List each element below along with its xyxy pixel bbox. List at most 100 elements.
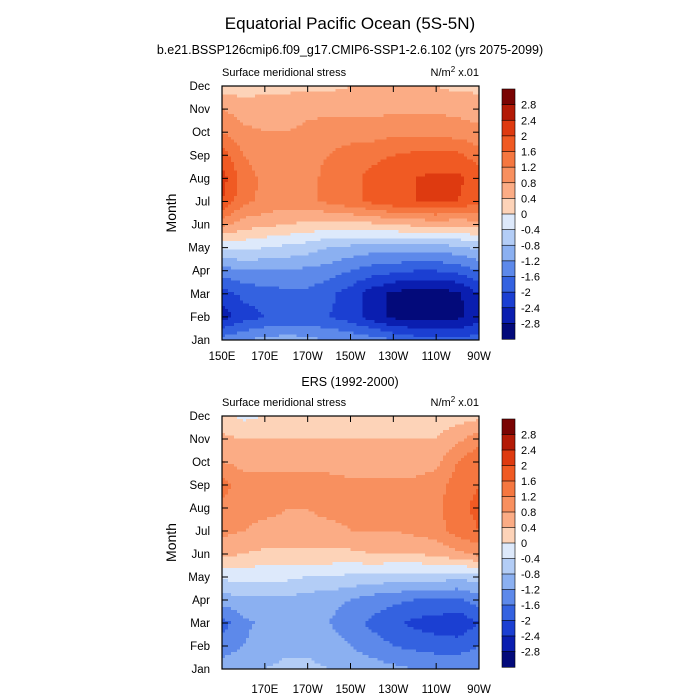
contour-cell xyxy=(449,91,453,96)
contour-cell xyxy=(362,213,367,217)
contour-cell xyxy=(332,91,337,96)
contour-cell xyxy=(359,170,364,175)
contour-cell xyxy=(236,133,241,138)
contour-cell xyxy=(395,159,399,163)
contour-cell xyxy=(257,176,262,180)
contour-cell xyxy=(272,246,277,251)
contour-cell xyxy=(431,227,435,231)
contour-cell xyxy=(395,148,399,152)
contour-cell xyxy=(296,184,301,189)
contour-cell xyxy=(437,241,441,245)
contour-cell xyxy=(266,100,271,104)
contour-cell xyxy=(251,235,256,239)
contour-cell xyxy=(416,142,420,146)
contour-cell xyxy=(374,94,378,98)
contour-cell xyxy=(293,111,298,115)
contour-cell xyxy=(335,136,340,141)
contour-cell xyxy=(284,111,289,115)
contour-cell xyxy=(287,119,292,124)
contour-cell xyxy=(395,238,399,242)
contour-cell xyxy=(437,119,441,124)
contour-cell xyxy=(278,232,283,237)
contour-cell xyxy=(425,229,429,234)
contour-cell xyxy=(476,142,480,146)
contour-cell xyxy=(302,105,307,110)
contour-cell xyxy=(314,235,319,239)
contour-cell xyxy=(284,102,289,107)
contour-cell xyxy=(449,215,453,220)
contour-cell xyxy=(353,196,358,200)
contour-cell xyxy=(467,94,471,98)
contour-cell xyxy=(467,139,471,144)
contour-cell xyxy=(425,210,429,214)
contour-cell xyxy=(431,193,435,197)
contour-cell xyxy=(449,241,453,245)
contour-cell xyxy=(302,213,307,217)
contour-cell xyxy=(332,142,337,146)
contour-cell xyxy=(272,244,277,248)
contour-cell xyxy=(251,128,256,132)
contour-cell xyxy=(461,142,465,146)
contour-cell xyxy=(353,193,358,197)
contour-cell xyxy=(293,170,298,175)
contour-cell xyxy=(281,97,286,101)
contour-cell xyxy=(239,232,244,237)
contour-cell xyxy=(389,173,393,177)
contour-cell xyxy=(326,86,331,90)
contour-cell xyxy=(422,139,426,144)
contour-cell xyxy=(224,133,229,138)
contour-cell xyxy=(239,167,244,172)
contour-cell xyxy=(386,122,390,127)
contour-cell xyxy=(428,213,432,217)
contour-cell xyxy=(281,190,286,194)
contour-cell xyxy=(470,204,474,208)
contour-cell xyxy=(362,238,367,242)
contour-cell xyxy=(401,167,405,172)
contour-cell xyxy=(275,176,280,180)
contour-cell xyxy=(251,86,256,90)
contour-cell xyxy=(467,148,471,152)
contour-cell xyxy=(431,102,435,107)
contour-cell xyxy=(422,86,426,90)
contour-cell xyxy=(476,210,480,214)
contour-cell xyxy=(269,142,274,146)
contour-cell xyxy=(461,119,465,124)
contour-cell xyxy=(281,125,286,129)
contour-cell xyxy=(326,241,331,245)
contour-cell xyxy=(455,145,459,149)
contour-cell xyxy=(266,241,271,245)
contour-cell xyxy=(437,105,441,110)
contour-cell xyxy=(401,229,405,234)
contour-cell xyxy=(467,153,471,158)
contour-cell xyxy=(461,246,465,251)
contour-cell xyxy=(446,176,450,180)
contour-cell xyxy=(362,227,367,231)
contour-cell xyxy=(245,196,250,200)
contour-cell xyxy=(293,196,298,200)
contour-cell xyxy=(266,210,271,214)
contour-cell xyxy=(353,229,358,234)
contour-cell xyxy=(377,196,381,200)
contour-cell xyxy=(476,139,480,144)
contour-cell xyxy=(227,167,232,172)
contour-cell xyxy=(227,193,232,197)
contour-cell xyxy=(437,213,441,217)
contour-cell xyxy=(359,227,364,231)
contour-cell xyxy=(476,145,480,149)
contour-cell xyxy=(233,88,238,93)
contour-cell xyxy=(410,117,414,121)
contour-cell xyxy=(368,244,373,248)
contour-cell xyxy=(347,210,352,214)
contour-cell xyxy=(332,150,337,155)
contour-cell xyxy=(464,229,468,234)
contour-cell xyxy=(338,97,343,101)
contour-cell xyxy=(305,181,310,186)
contour-cell xyxy=(239,159,244,163)
contour-cell xyxy=(317,102,322,107)
contour-cell xyxy=(362,221,367,225)
contour-cell xyxy=(227,86,232,90)
contour-cell xyxy=(362,181,367,186)
contour-cell xyxy=(443,204,447,208)
contour-cell xyxy=(290,170,295,175)
contour-cell xyxy=(260,119,265,124)
